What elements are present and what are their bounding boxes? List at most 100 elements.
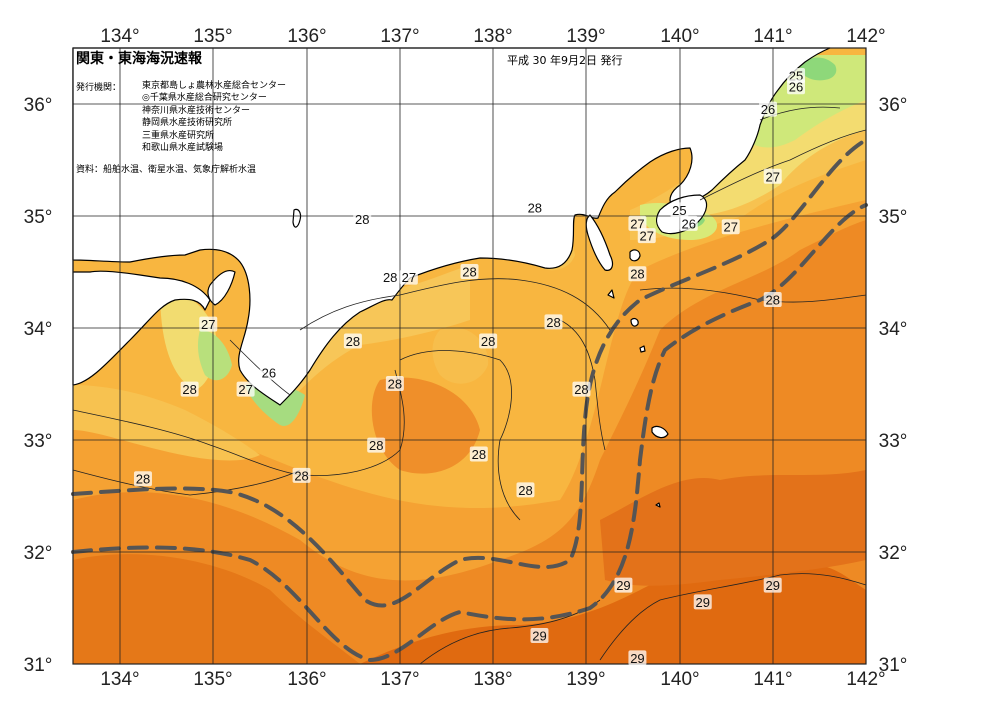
contour-label-bg xyxy=(367,437,386,453)
contour-label: 28 xyxy=(528,201,542,216)
contour-label-bg xyxy=(385,376,404,391)
lon-label-bottom: 134° xyxy=(100,669,139,690)
lon-labels-bottom: 134° 135° 136° 137° 138° 139° 140° 141° … xyxy=(100,669,885,690)
contour-label-bg xyxy=(381,269,400,285)
contour-label-bg xyxy=(516,482,535,498)
contour-label-bg xyxy=(670,202,689,218)
issuers-label: 発行機関： xyxy=(76,83,122,93)
contour-label-bg xyxy=(460,264,479,279)
lat-lon-grid xyxy=(72,47,867,665)
lat-label-right: 32° xyxy=(879,543,908,564)
issuers-list: 東京都島しょ農林水産総合センター ◎千葉県水産総合研究センター 神奈川県水産技術… xyxy=(142,80,286,154)
contour-label: 26 xyxy=(789,80,803,95)
contour-label-bg xyxy=(614,577,633,593)
contour-label-bg xyxy=(479,333,498,349)
kii-channel-green xyxy=(197,330,232,381)
isotherm-line xyxy=(299,278,611,331)
lon-label-bottom: 141° xyxy=(753,669,792,690)
lat-label-right: 35° xyxy=(879,207,908,228)
contour-label: 28 xyxy=(518,483,532,498)
issuer-item: 静岡県水産技術研究所 xyxy=(142,118,233,129)
contour-label-bg xyxy=(353,211,372,227)
lon-label-bottom: 142° xyxy=(846,669,885,690)
lat-label-right: 31° xyxy=(879,655,908,676)
contour-label-bg xyxy=(637,228,656,244)
kuroshio-axis-outer xyxy=(71,203,868,663)
lat-label-right: 36° xyxy=(879,95,908,116)
land xyxy=(72,47,831,508)
contour-label: 28 xyxy=(546,315,560,330)
lon-label-top: 141° xyxy=(753,26,792,47)
isotherm-line xyxy=(559,319,606,451)
contour-label-bg xyxy=(133,471,152,487)
contour-label: 28 xyxy=(355,212,369,227)
kuroshio-axis-main xyxy=(71,138,868,608)
lon-label-bottom: 135° xyxy=(193,669,232,690)
land-island-5 xyxy=(292,208,302,228)
contour-label-bg xyxy=(628,650,647,666)
land-shikoku xyxy=(72,47,211,386)
contour-label: 27 xyxy=(630,216,644,231)
lon-label-top: 138° xyxy=(473,26,512,47)
issue-date: 平成 30 年9月2日 発行 xyxy=(507,54,623,67)
land-izu xyxy=(585,214,614,271)
issuer-item: 神奈川県水産技術センター xyxy=(142,105,251,116)
contour-label: 27 xyxy=(238,382,252,397)
contour-label: 28 xyxy=(462,265,476,280)
contour-label: 28 xyxy=(136,472,150,487)
contour-label: 29 xyxy=(630,651,644,666)
contour-label-bg xyxy=(180,381,199,397)
lon-label-top: 137° xyxy=(380,26,419,47)
contour-label-bg xyxy=(679,215,698,231)
lon-label-top: 142° xyxy=(846,26,885,47)
issuer-item: 三重県水産研究所 xyxy=(142,130,215,141)
contour-label: 27 xyxy=(765,169,779,184)
map-frame xyxy=(72,47,867,665)
lon-label-bottom: 137° xyxy=(380,669,419,690)
contour-label: 28 xyxy=(472,447,486,462)
land-island-3 xyxy=(639,345,646,353)
lon-label-bottom: 140° xyxy=(660,669,699,690)
issuer-item: 東京都島しょ農林水産総合センター xyxy=(142,81,287,91)
warm-patch-center xyxy=(371,377,480,474)
lat-labels-left: 36° 35° 34° 33° 32° 31° xyxy=(24,95,53,676)
contour-label: 26 xyxy=(262,365,276,380)
lon-label-top: 139° xyxy=(566,26,605,47)
contour-label: 28 xyxy=(765,293,779,308)
lat-labels-right: 36° 35° 34° 33° 32° 31° xyxy=(879,95,908,676)
land-honshu xyxy=(72,47,831,406)
contour-label-bg xyxy=(572,381,591,397)
contour-label-bg xyxy=(763,292,782,307)
contour-label-bg xyxy=(530,628,549,643)
lon-label-bottom: 139° xyxy=(566,669,605,690)
lon-label-top: 135° xyxy=(193,26,232,47)
contour-label-bg xyxy=(343,333,362,349)
land-island-4 xyxy=(655,502,661,508)
warm-zone-29-south xyxy=(360,564,866,664)
contour-label-bg xyxy=(763,168,782,184)
contour-label-bg xyxy=(787,79,806,95)
map-title: 関東・東海海況速報 xyxy=(76,51,202,67)
land-island-2 xyxy=(630,318,639,327)
contour-label-bg xyxy=(292,467,311,483)
contour-label-bg xyxy=(525,200,544,216)
contour-label: 25 xyxy=(672,203,686,218)
contour-label: 28 xyxy=(182,382,196,397)
contour-label-bg xyxy=(759,101,778,117)
contour-label-bg xyxy=(544,314,563,330)
data-sources: 資料：船舶水温、衛星水温、気象庁解析水温 xyxy=(76,165,257,175)
contour-label: 27 xyxy=(402,270,416,285)
contour-label: 27 xyxy=(640,229,654,244)
contour-label-bg xyxy=(199,316,218,332)
land-oshima xyxy=(629,249,641,262)
contour-label: 28 xyxy=(294,468,308,483)
lat-label-left: 31° xyxy=(24,655,53,676)
contour-label: 26 xyxy=(761,102,775,117)
lon-label-bottom: 138° xyxy=(473,669,512,690)
contour-label-bg xyxy=(628,266,647,282)
lat-label-left: 33° xyxy=(24,431,53,452)
contour-label: 28 xyxy=(383,270,397,285)
green-band-northeast xyxy=(745,55,866,148)
lat-label-left: 34° xyxy=(24,319,53,340)
